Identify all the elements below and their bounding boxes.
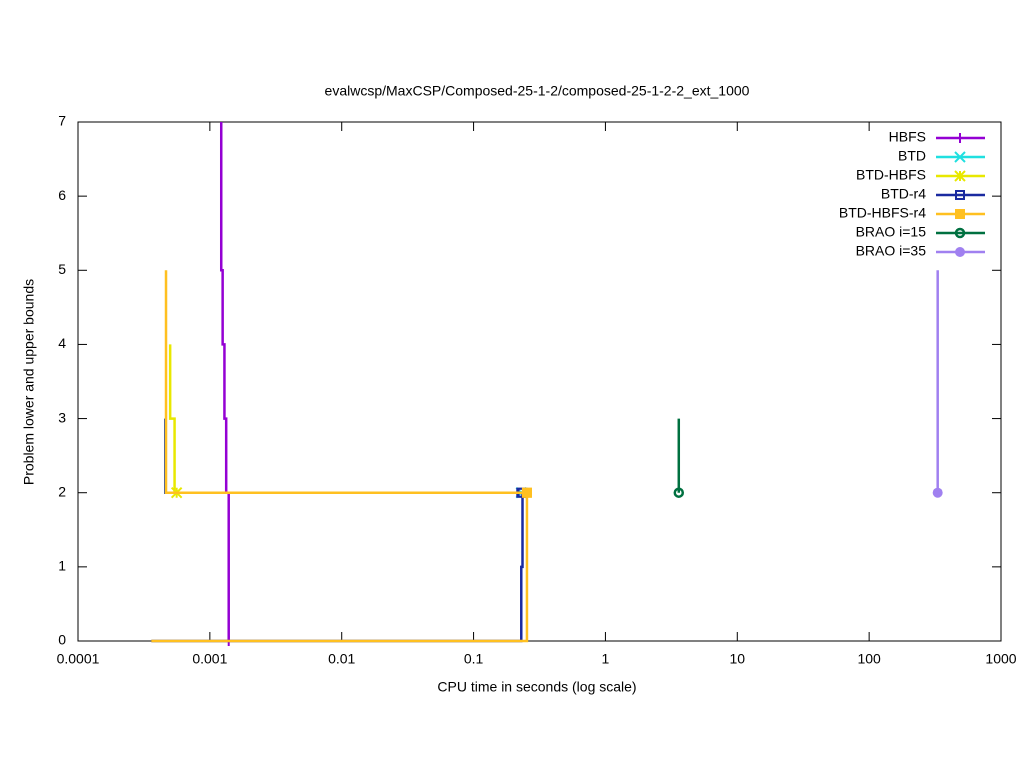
x-tick-label: 10 [729, 651, 745, 667]
legend-marker [955, 133, 965, 143]
legend-label: BRAO i=15 [856, 224, 927, 240]
y-tick-label: 4 [58, 335, 66, 351]
legend-label: BTD-r4 [881, 186, 926, 202]
y-tick-label: 0 [58, 632, 66, 648]
x-tick-label: 0.001 [192, 651, 227, 667]
legend-label: BRAO i=35 [856, 243, 927, 259]
x-tick-label: 0.1 [464, 651, 484, 667]
series-line [164, 418, 522, 494]
y-tick-label: 6 [58, 187, 66, 203]
legend-marker [954, 151, 966, 163]
y-tick-label: 1 [58, 558, 66, 574]
legend-marker [955, 247, 965, 257]
legend-label: BTD [898, 148, 926, 164]
x-tick-label: 100 [857, 651, 881, 667]
legend-marker [955, 209, 965, 219]
legend-marker [955, 190, 965, 200]
legend-marker [954, 227, 966, 239]
marker [932, 487, 943, 498]
x-tick-label: 0.0001 [57, 651, 100, 667]
legend-label: BTD-HBFS [856, 167, 926, 183]
series-line [219, 122, 230, 641]
y-tick-label: 3 [58, 409, 66, 425]
x-tick-label: 1000 [985, 651, 1016, 667]
chart-title: evalwcsp/MaxCSP/Composed-25-1-2/composed… [325, 83, 750, 99]
marker [521, 487, 532, 498]
plot-border [77, 121, 1002, 642]
series-line [151, 270, 529, 643]
legend-marker [954, 170, 966, 182]
y-axis-label: Problem lower and upper bounds [21, 279, 37, 485]
x-axis-label: CPU time in seconds (log scale) [437, 679, 636, 695]
x-tick-label: 0.01 [328, 651, 355, 667]
series-line [168, 344, 177, 494]
series-line [151, 418, 524, 643]
y-tick-label: 7 [58, 113, 66, 129]
legend-label: BTD-HBFS-r4 [839, 205, 926, 221]
y-tick-label: 5 [58, 261, 66, 277]
legend-label: HBFS [889, 129, 926, 145]
marker [673, 487, 685, 498]
x-tick-label: 1 [602, 651, 610, 667]
y-tick-label: 2 [58, 483, 66, 499]
